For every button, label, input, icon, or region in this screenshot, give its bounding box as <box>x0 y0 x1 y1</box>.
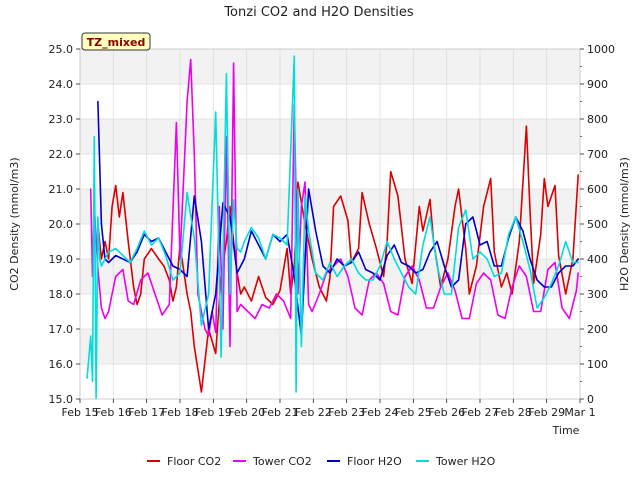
legend: Floor CO2 Tower CO2 Floor H2O Tower H2O <box>147 455 496 468</box>
y-right-tick-label: 0 <box>587 393 594 406</box>
series-line-floor-co2 <box>97 125 580 393</box>
background-band <box>80 49 580 84</box>
x-tick-label: Feb 24 <box>362 406 399 419</box>
chart-title: Tonzi CO2 and H2O Densities <box>223 5 414 20</box>
site-badge-box <box>81 32 151 51</box>
series-line-tower-co2 <box>89 58 580 348</box>
series-line-floor-h2o <box>97 100 580 337</box>
tick-labels: 15.0 16.0 17.0 18.0 19.0 20.0 21.0 22.0 23.0 24.0… <box>49 43 616 419</box>
x-tick-label: Feb 25 <box>395 406 432 419</box>
y-left-tick-label: 19.0 <box>49 253 74 266</box>
y-left-tick-label: 25.0 <box>49 43 74 56</box>
y-right-tick-label: 900 <box>587 78 608 91</box>
y-axis-left-title: CO2 Density (mmol/m3) <box>8 157 21 290</box>
tick-marks <box>76 48 584 403</box>
y-left-tick-label: 16.0 <box>49 358 74 371</box>
x-tick-label: Feb 29 <box>528 406 565 419</box>
legend-label-floor-co2: Floor CO2 <box>167 455 221 468</box>
x-tick-label: Feb 21 <box>262 406 299 419</box>
y-left-tick-label: 23.0 <box>49 113 74 126</box>
y-left-tick-label: 24.0 <box>49 78 74 91</box>
x-tick-label: Feb 17 <box>128 406 165 419</box>
y-left-tick-label: 15.0 <box>49 393 74 406</box>
y-right-tick-label: 100 <box>587 358 608 371</box>
y-left-tick-label: 22.0 <box>49 148 74 161</box>
x-tick-label: Mar 1 <box>564 406 595 419</box>
x-tick-label: Feb 27 <box>462 406 499 419</box>
x-tick-label: Feb 18 <box>162 406 199 419</box>
background-band <box>80 329 580 364</box>
x-tick-label: Feb 19 <box>195 406 232 419</box>
series-line-tower-h2o <box>86 55 580 400</box>
y-right-tick-label: 300 <box>587 288 608 301</box>
series-lines <box>86 55 580 400</box>
y-left-tick-label: 21.0 <box>49 183 74 196</box>
y-axis-right-title: H2O Density (mmol/m3) <box>618 157 631 291</box>
legend-label-tower-h2o: Tower H2O <box>435 455 496 468</box>
y-right-tick-label: 500 <box>587 218 608 231</box>
y-right-tick-label: 1000 <box>587 43 615 56</box>
background-bands <box>80 49 580 364</box>
x-axis-title: Time <box>552 424 580 437</box>
y-right-tick-label: 700 <box>587 148 608 161</box>
x-tick-label: Feb 16 <box>95 406 132 419</box>
x-tick-label: Feb 20 <box>228 406 265 419</box>
x-tick-label: Feb 28 <box>495 406 532 419</box>
x-tick-label: Feb 26 <box>428 406 465 419</box>
legend-label-tower-co2: Tower CO2 <box>252 455 312 468</box>
y-right-tick-label: 600 <box>587 183 608 196</box>
background-band <box>80 119 580 154</box>
y-left-tick-label: 18.0 <box>49 288 74 301</box>
y-left-tick-label: 17.0 <box>49 323 74 336</box>
y-right-tick-label: 400 <box>587 253 608 266</box>
background-band <box>80 189 580 224</box>
y-right-tick-label: 200 <box>587 323 608 336</box>
x-tick-label: Feb 23 <box>328 406 365 419</box>
site-badge: TZ_mixed <box>81 32 151 51</box>
x-tick-label: Feb 22 <box>295 406 332 419</box>
site-badge-label: TZ_mixed <box>87 36 146 49</box>
y-left-tick-label: 20.0 <box>49 218 74 231</box>
y-right-tick-label: 800 <box>587 113 608 126</box>
legend-label-floor-h2o: Floor H2O <box>347 455 402 468</box>
x-tick-label: Feb 15 <box>62 406 99 419</box>
